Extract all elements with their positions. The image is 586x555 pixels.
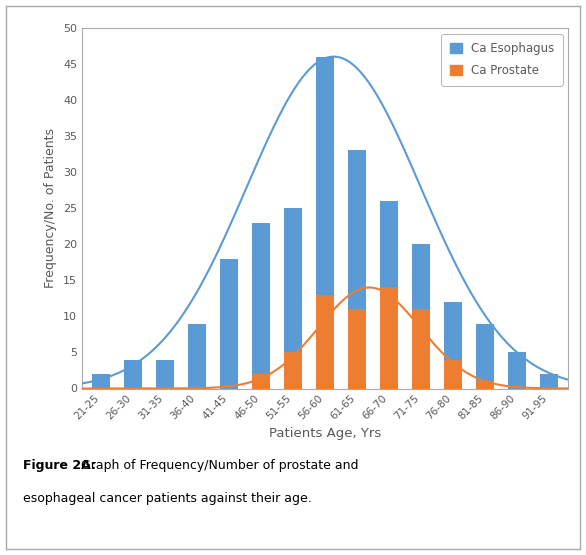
Bar	[380, 201, 398, 388]
Bar	[444, 360, 462, 388]
Bar	[93, 374, 110, 388]
Bar	[476, 324, 494, 388]
Bar	[349, 150, 366, 388]
Bar	[316, 295, 334, 388]
Bar	[444, 302, 462, 388]
Bar	[349, 309, 366, 388]
Bar	[380, 287, 398, 388]
Bar	[540, 374, 558, 388]
Bar	[284, 208, 302, 388]
Bar	[124, 360, 142, 388]
Bar	[220, 259, 238, 388]
Bar	[253, 374, 270, 388]
X-axis label: Patients Age, Yrs: Patients Age, Yrs	[269, 427, 381, 440]
Bar	[253, 223, 270, 388]
Text: Figure 2A:: Figure 2A:	[23, 459, 97, 472]
Bar	[156, 360, 174, 388]
Bar	[413, 309, 430, 388]
Bar	[316, 57, 334, 388]
Bar	[189, 324, 206, 388]
Bar	[509, 352, 526, 388]
Bar	[284, 352, 302, 388]
Text: Graph of Frequency/Number of prostate and: Graph of Frequency/Number of prostate an…	[77, 459, 359, 472]
Bar	[413, 244, 430, 388]
Y-axis label: Frequency/No. of Patients: Frequency/No. of Patients	[45, 128, 57, 288]
Bar	[476, 381, 494, 388]
Legend: Ca Esophagus, Ca Prostate: Ca Esophagus, Ca Prostate	[441, 34, 563, 85]
Text: esophageal cancer patients against their age.: esophageal cancer patients against their…	[23, 492, 312, 505]
